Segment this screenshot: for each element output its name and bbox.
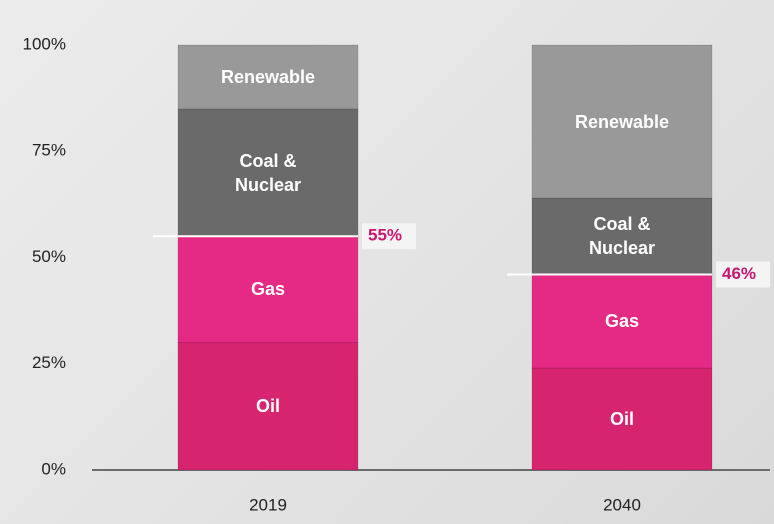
- segment-label: Oil: [255, 396, 280, 417]
- y-tick-label: 25%: [32, 353, 66, 372]
- bar-segment: [177, 342, 359, 471]
- segment-label: Renewable: [574, 111, 670, 132]
- x-tick-label: 2019: [249, 495, 287, 514]
- segment-label: Gas: [604, 311, 640, 332]
- annotation-box: [362, 223, 416, 250]
- y-tick-label: 75%: [32, 141, 66, 160]
- bar-segment: [177, 44, 359, 110]
- segment-label: Coal & Nuclear: [588, 214, 656, 259]
- bar-segment: [531, 44, 713, 199]
- segment-label: Gas: [250, 279, 286, 300]
- segment-label: Coal & Nuclear: [234, 150, 302, 195]
- bar-segment: [531, 197, 713, 275]
- annotation-label: 46%: [722, 264, 756, 283]
- y-tick-label: 50%: [32, 247, 66, 266]
- segment-label: Renewable: [220, 66, 316, 87]
- x-tick-label: 2040: [603, 495, 641, 514]
- annotation-label: 55%: [368, 226, 402, 245]
- y-tick-label: 100%: [23, 34, 66, 53]
- annotation-box: [716, 261, 770, 288]
- bar-segment: [531, 367, 713, 471]
- segment-label: Oil: [609, 409, 634, 429]
- y-tick-label: 0%: [41, 459, 66, 478]
- bar-segment: [531, 274, 713, 369]
